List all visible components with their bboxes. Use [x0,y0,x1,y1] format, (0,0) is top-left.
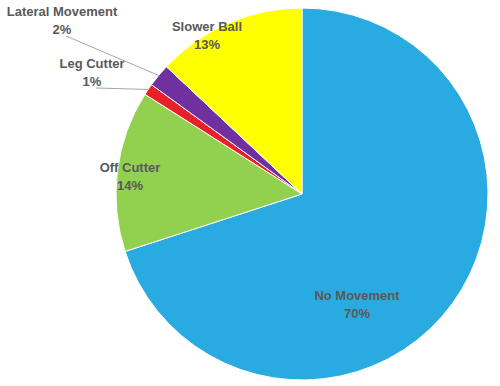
value-label: 70% [344,306,370,321]
value-label: 14% [117,178,143,193]
value-label: 1% [83,74,102,89]
data-labels: No Movement 70% Off Cutter 14% Leg Cutter 1% L… [7,4,401,321]
value-label: 2% [53,22,72,37]
pie [116,8,488,380]
leader-line [96,88,148,89]
category-label: Off Cutter [100,160,161,175]
category-label: Lateral Movement [7,4,118,19]
pie-slice [166,8,302,194]
leader-line [66,36,159,75]
category-label: No Movement [314,288,400,303]
chart-container: No Movement 70% Off Cutter 14% Leg Cutter 1% L… [0,0,500,386]
category-label: Slower Ball [172,19,242,34]
category-label: Leg Cutter [60,56,125,71]
chart: No Movement 70% Off Cutter 14% Leg Cutter 1% L… [0,0,500,386]
value-label: 13% [194,37,220,52]
